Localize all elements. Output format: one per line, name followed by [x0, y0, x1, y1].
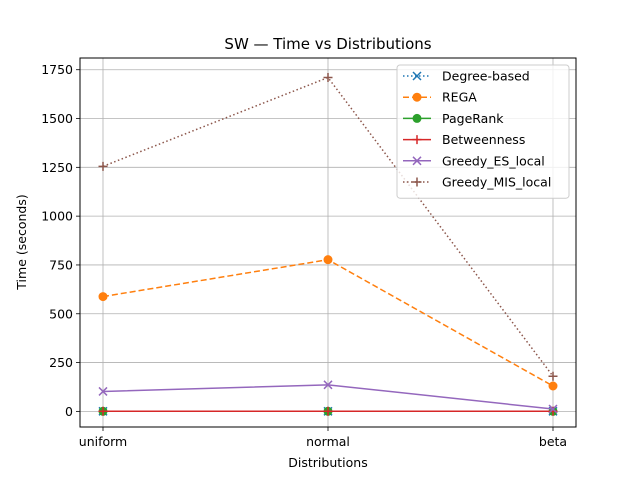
legend-item: Greedy_ES_local [403, 153, 545, 168]
y-axis-label: Time (seconds) [14, 194, 29, 290]
series-greedy-es-local [98, 380, 558, 414]
legend-label: REGA [442, 90, 477, 105]
legend-marker [412, 177, 422, 187]
series-betweenness [98, 406, 558, 416]
x-tick-label: uniform [79, 434, 127, 449]
y-tick-label: 1500 [41, 111, 73, 126]
legend-item: Greedy_MIS_local [403, 175, 551, 190]
legend-item: Degree-based [403, 69, 530, 84]
legend-label: Greedy_ES_local [442, 153, 545, 168]
legend-box [396, 64, 570, 199]
series-line [102, 76, 554, 377]
data-point [548, 404, 558, 414]
data-point [548, 371, 558, 381]
legend-marker [412, 156, 422, 166]
legend-label: PageRank [442, 111, 504, 126]
y-tick-label: 1250 [41, 160, 73, 175]
legend-item: PageRank [403, 111, 504, 126]
x-tick-label: normal [306, 434, 350, 449]
legend-label: Greedy_MIS_local [442, 175, 551, 190]
data-point [323, 73, 333, 83]
data-point [323, 380, 333, 390]
legend-marker [412, 113, 422, 123]
y-axis: 0 250 500 750 1000 1250 1500 1750 [41, 62, 80, 419]
data-point [323, 406, 333, 416]
y-tick-label: 1750 [41, 62, 73, 77]
legend-label: Betweenness [442, 132, 525, 147]
data-point [98, 386, 108, 396]
series-rega [98, 255, 558, 391]
legend-marker [412, 135, 422, 145]
data-point [548, 381, 558, 391]
data-point [323, 255, 333, 265]
series-greedy-mis-local [98, 73, 558, 381]
y-tick-label: 250 [49, 355, 73, 370]
y-tick-label: 1000 [41, 209, 73, 224]
legend-item: Betweenness [403, 132, 525, 147]
data-point [98, 406, 108, 416]
data-point [98, 292, 108, 302]
legend-marker [412, 92, 422, 102]
legend-marker [412, 71, 422, 81]
legend: Degree-based REGA PageRank Betweenness Greed… [396, 64, 570, 199]
y-tick-label: 500 [49, 306, 73, 321]
legend-label: Degree-based [442, 69, 530, 84]
series-layer [98, 73, 558, 416]
legend-item: REGA [403, 90, 477, 105]
x-axis-label: Distributions [288, 455, 367, 470]
x-tick-label: beta [539, 434, 567, 449]
chart-title: SW — Time vs Distributions [224, 35, 431, 53]
data-point [98, 161, 108, 171]
y-tick-label: 750 [49, 257, 73, 272]
x-axis: uniform normal beta [79, 427, 567, 449]
y-tick-label: 0 [65, 404, 73, 419]
